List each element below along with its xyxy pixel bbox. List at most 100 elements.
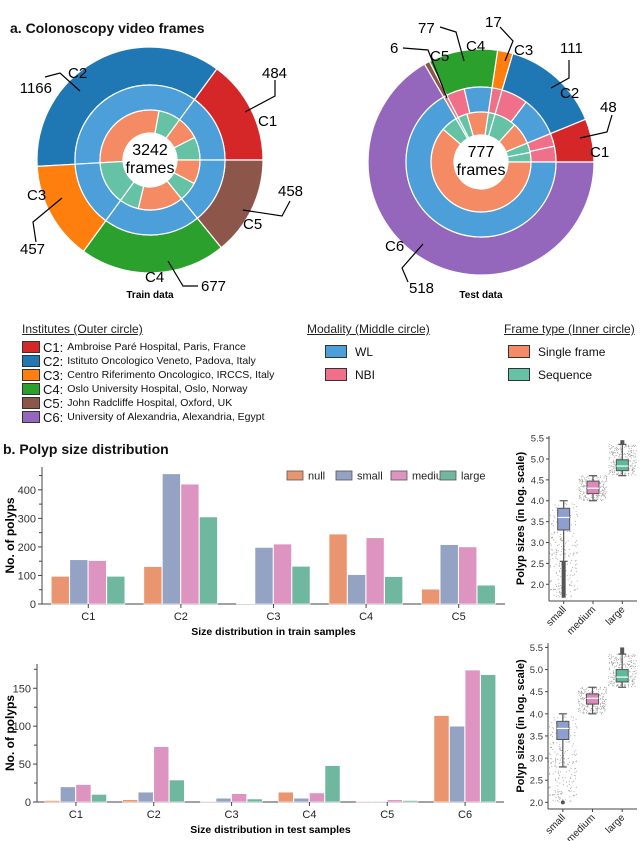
data-point [630, 660, 632, 662]
data-point [596, 711, 598, 713]
data-point [614, 678, 616, 680]
data-point [617, 680, 619, 682]
data-point [586, 487, 588, 489]
data-point [601, 489, 603, 491]
data-point [600, 492, 602, 494]
data-point [613, 466, 615, 468]
data-point [601, 481, 603, 483]
data-point [626, 456, 628, 458]
data-point [549, 565, 551, 567]
data-point [557, 753, 559, 755]
data-point [608, 669, 610, 671]
bar-null-c1 [50, 576, 70, 605]
data-point [566, 507, 568, 509]
data-point [569, 577, 571, 579]
data-point [596, 475, 598, 477]
data-point [624, 463, 626, 465]
data-point [631, 661, 633, 663]
data-point [633, 663, 635, 665]
data-point [552, 742, 554, 744]
data-point [627, 445, 629, 447]
data-point [549, 589, 551, 591]
data-point [630, 445, 632, 447]
data-point [585, 700, 587, 702]
data-point [599, 705, 601, 707]
callout-value-c6: 518 [409, 280, 434, 297]
data-point [569, 741, 571, 743]
data-point [613, 683, 615, 685]
data-point [635, 455, 637, 457]
data-point [630, 686, 632, 688]
data-point [631, 451, 633, 453]
data-point [614, 665, 616, 667]
data-point [563, 546, 565, 548]
y-tick-label: 50 [19, 759, 31, 771]
y-axis-title: Polyp sizes (in log. scale) [515, 659, 527, 793]
data-point [611, 663, 613, 665]
data-point [562, 570, 564, 572]
data-point [574, 544, 576, 546]
data-point [564, 556, 566, 558]
data-point [604, 488, 606, 490]
data-point [565, 510, 567, 512]
data-point [603, 708, 605, 710]
data-point [573, 794, 575, 796]
data-point [596, 484, 598, 486]
x-tick-label: C2 [147, 809, 161, 821]
data-point [611, 446, 613, 448]
legend-label-large: large [461, 471, 485, 483]
data-point [617, 684, 619, 686]
data-point [553, 594, 555, 596]
data-point [600, 485, 602, 487]
data-point [630, 668, 632, 670]
data-point [634, 453, 636, 455]
data-point [630, 464, 632, 466]
callout-value-c5: 6 [390, 40, 398, 57]
data-point [571, 745, 573, 747]
callout-line-c6 [401, 243, 424, 283]
data-point [625, 666, 627, 668]
data-point [555, 583, 557, 585]
data-point [551, 554, 553, 556]
data-point [584, 496, 586, 498]
data-point [551, 522, 553, 524]
data-point [593, 712, 595, 714]
data-point [559, 567, 561, 569]
bar-large-c4 [324, 765, 341, 803]
data-point [568, 789, 570, 791]
x-tick-label: small [545, 604, 569, 628]
data-point [561, 540, 563, 542]
data-point [551, 533, 553, 535]
data-point [594, 476, 596, 478]
data-point [566, 741, 568, 743]
data-point [608, 667, 610, 669]
data-point [574, 524, 576, 526]
data-point [631, 678, 633, 680]
callout-line-c2 [44, 72, 81, 92]
data-point [613, 473, 615, 475]
data-point [573, 552, 575, 554]
bar-small-c3 [215, 797, 232, 803]
data-point [557, 574, 559, 576]
data-point [560, 519, 562, 521]
data-point [619, 666, 621, 668]
bar-large-c2 [169, 779, 185, 803]
data-point [568, 548, 570, 550]
data-point [579, 698, 581, 700]
data-point [621, 474, 623, 476]
data-point [594, 711, 596, 713]
data-point [581, 692, 583, 694]
data-point [589, 704, 591, 706]
legend-institute-item: C4: Oslo University Hospital, Oslo, Norwa… [22, 382, 274, 397]
data-point [597, 688, 599, 690]
data-point [573, 774, 575, 776]
data-point [573, 504, 575, 506]
data-point [556, 781, 558, 783]
data-point [574, 541, 576, 543]
data-point [627, 676, 629, 678]
data-point [616, 685, 618, 687]
data-point [590, 701, 592, 703]
data-point [584, 697, 586, 699]
legend-modality-heading: Modality (Middle circle) [307, 322, 430, 336]
